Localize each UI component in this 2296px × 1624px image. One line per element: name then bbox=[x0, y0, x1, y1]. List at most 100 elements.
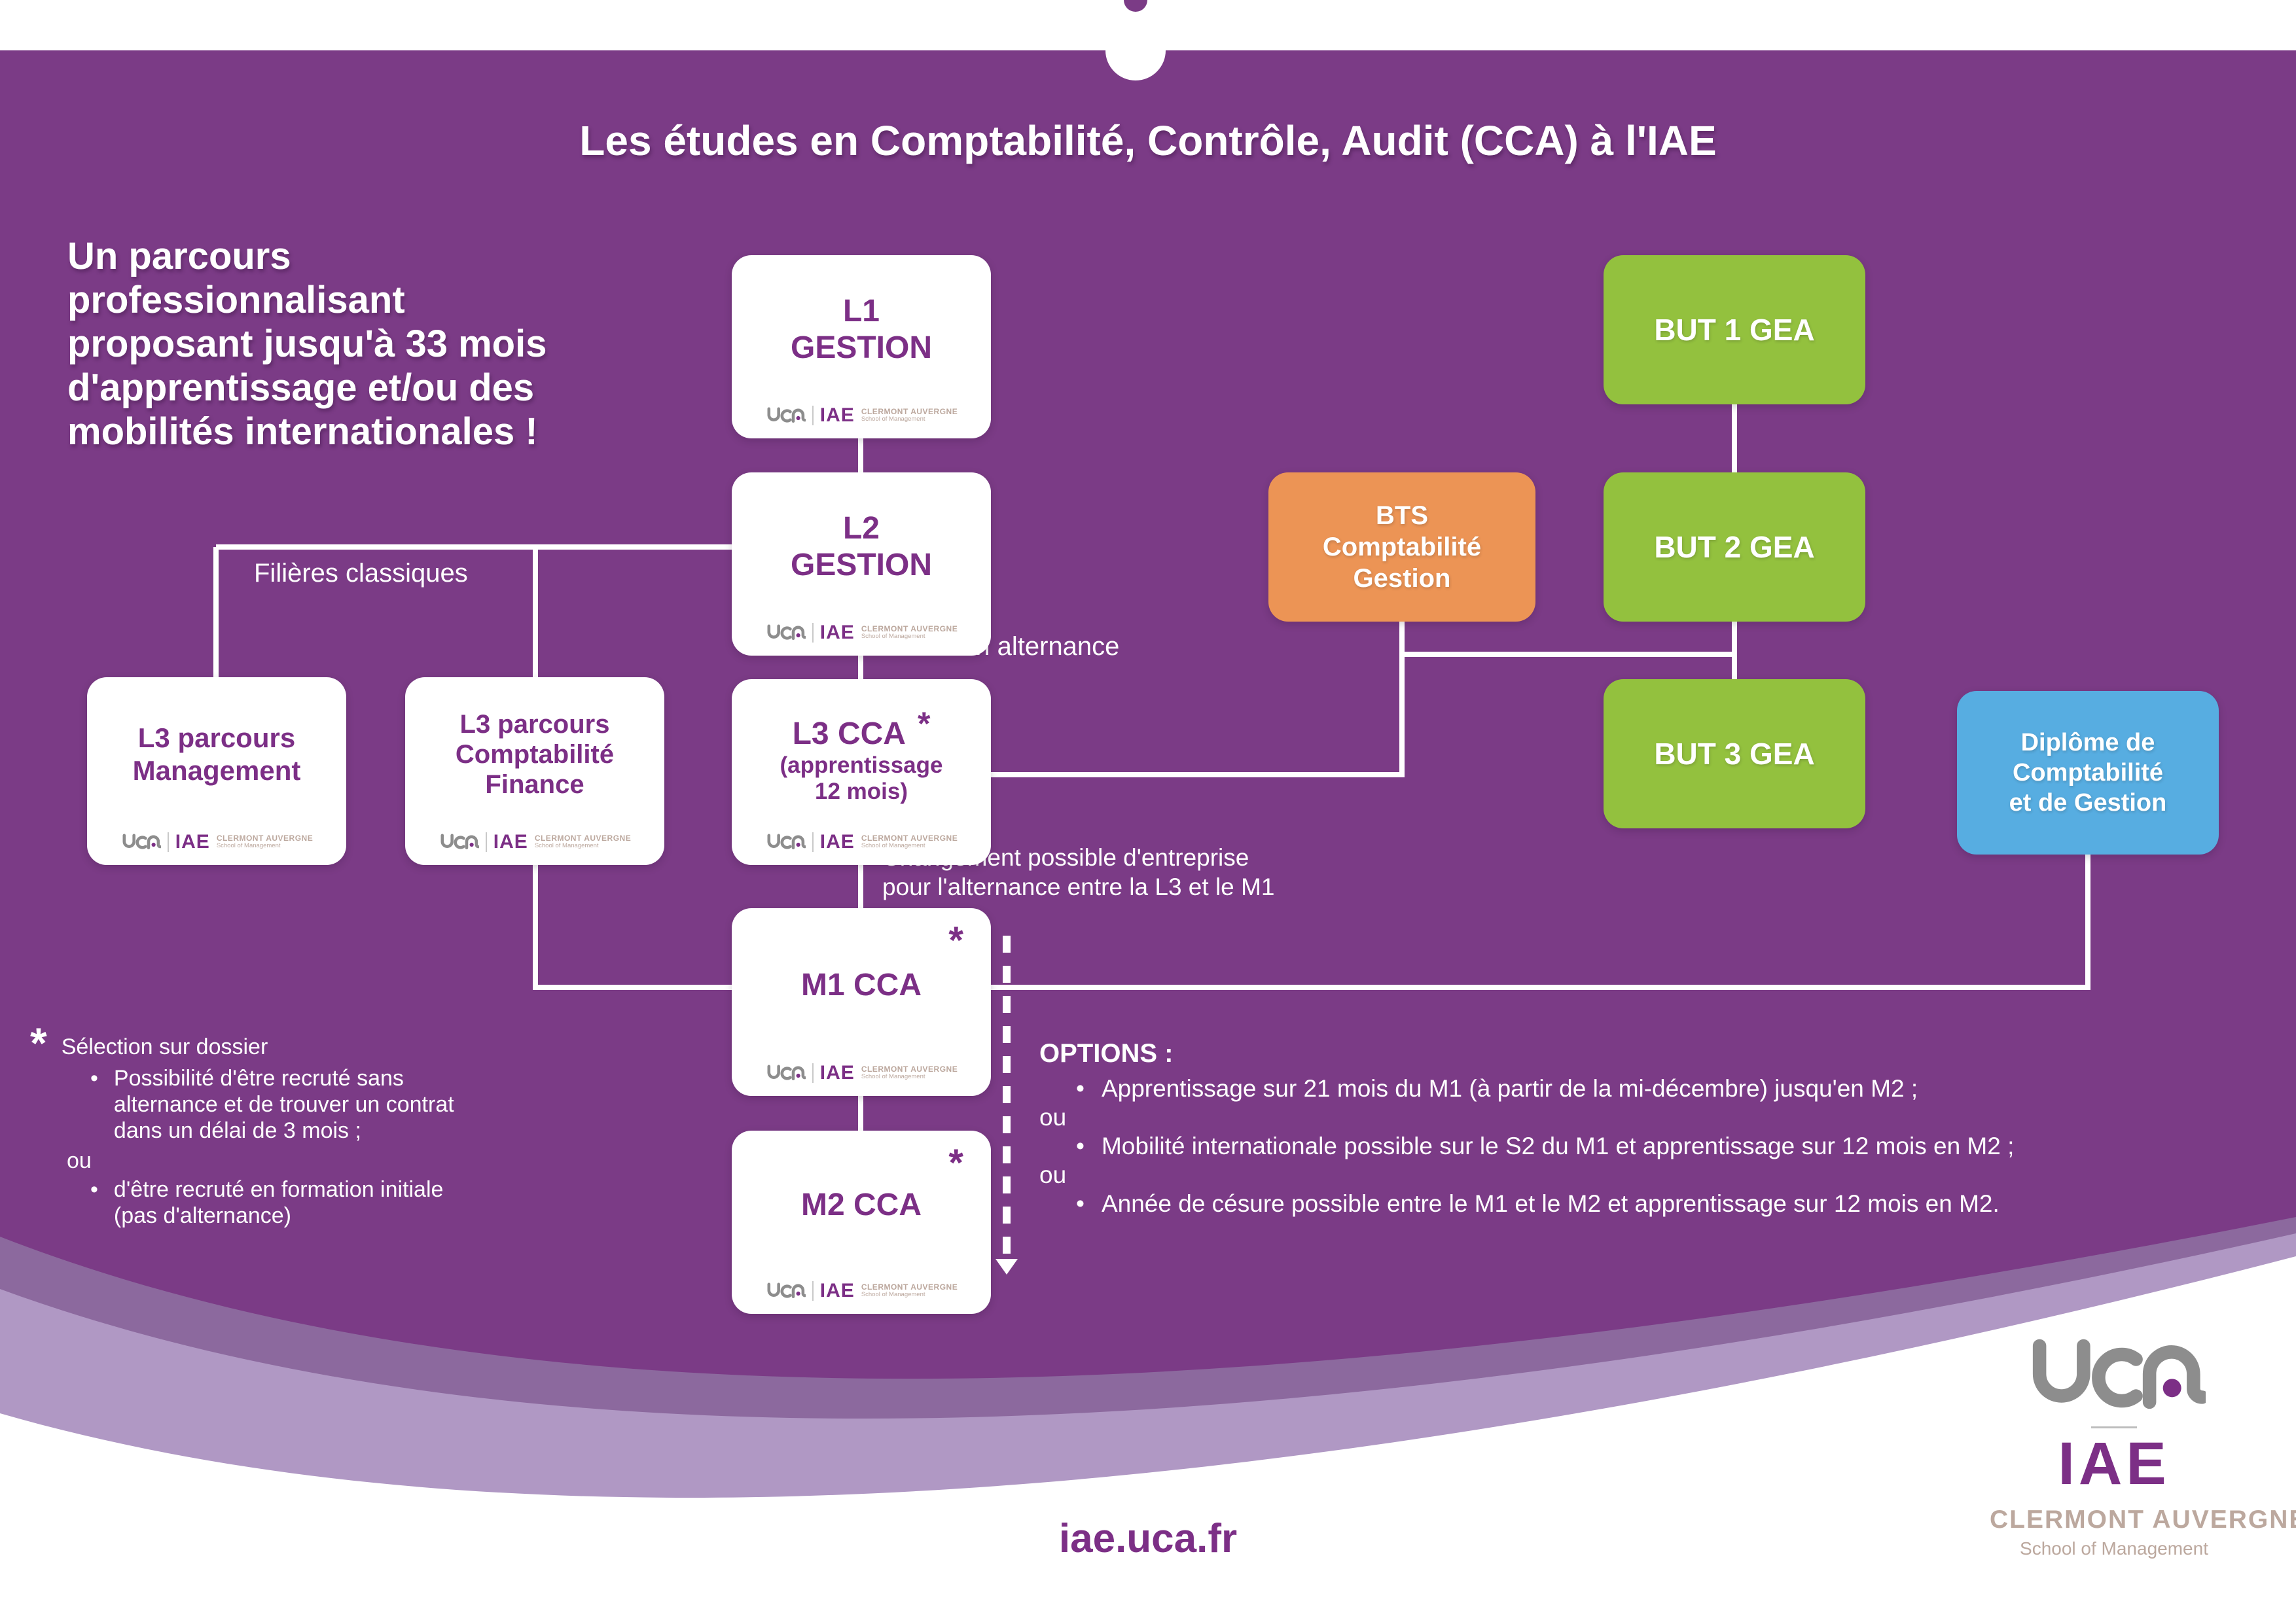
asterisk-icon: * bbox=[30, 1019, 47, 1067]
connector-classiques-horizontal bbox=[216, 544, 732, 550]
box-l3cf-line1: L3 parcours bbox=[459, 709, 610, 739]
logo-name-block: CLERMONT AUVERGNE School of Management bbox=[861, 834, 958, 849]
connector-dcg-down bbox=[2085, 855, 2090, 987]
top-white-band bbox=[0, 0, 2296, 50]
box-l2-gestion: L2 GESTION IAE CLERMONT AUVERGNE School … bbox=[732, 472, 991, 656]
uca-logo-icon bbox=[120, 833, 161, 852]
box-but1-label: BUT 1 GEA bbox=[1654, 313, 1815, 347]
logo-name-block: CLERMONT AUVERGNE School of Management bbox=[861, 625, 958, 640]
footnote-item-1: • Possibilité d'être recruté sans altern… bbox=[90, 1065, 619, 1144]
box-l2-line1: L2 bbox=[842, 511, 880, 546]
iae-logo-text: IAE bbox=[819, 404, 855, 426]
dashed-option-connector bbox=[1003, 936, 1011, 1260]
box-l3-parcours-management: L3 parcours Management IAE CLERMONT AUVE… bbox=[87, 677, 346, 865]
bullet-icon: • bbox=[1076, 1075, 1085, 1102]
box-l3mgmt-line2: Management bbox=[132, 754, 301, 786]
intro-line: d'apprentissage et/ou des bbox=[67, 366, 535, 409]
footnote-title: Sélection sur dossier bbox=[61, 1034, 268, 1059]
intro-line: proposant jusqu'à 33 mois bbox=[67, 323, 547, 365]
box-l3cf-line2: Comptabilité bbox=[455, 739, 615, 769]
uca-logo-icon bbox=[439, 833, 479, 852]
arrow-down-icon bbox=[996, 1259, 1018, 1275]
label-filieres-classiques: Filières classiques bbox=[254, 559, 468, 588]
connector-but2-but3 bbox=[1732, 622, 1737, 679]
box-l3mgmt-line1: L3 parcours bbox=[137, 722, 296, 753]
box-bts-comptabilite-gestion: BTS Comptabilité Gestion bbox=[1268, 472, 1535, 622]
footnote-item-1-line1: Possibilité d'être recruté sans bbox=[113, 1066, 404, 1091]
logo-divider bbox=[812, 832, 814, 852]
connector-l3cf-down bbox=[533, 831, 538, 987]
options-heading: OPTIONS : bbox=[1039, 1039, 1174, 1068]
uca-iae-mini-logo: IAE CLERMONT AUVERGNE School of Manageme… bbox=[732, 831, 991, 853]
box-but2-label: BUT 2 GEA bbox=[1654, 530, 1815, 564]
logo-divider bbox=[812, 1063, 814, 1083]
uca-logo-icon bbox=[765, 833, 806, 852]
box-l3cca-line3: 12 mois) bbox=[815, 779, 908, 804]
footnote-item-2-line2: (pas d'alternance) bbox=[113, 1203, 291, 1228]
bullet-icon: • bbox=[90, 1177, 98, 1202]
options-item-2: • Mobilité internationale possible sur l… bbox=[1076, 1132, 2060, 1161]
bullet-icon: • bbox=[90, 1066, 98, 1091]
iae-logo-text: IAE bbox=[819, 1062, 855, 1084]
logo-school-name: CLERMONT AUVERGNE bbox=[861, 407, 958, 416]
intro-text: Un parcours professionnalisant proposant… bbox=[67, 234, 547, 453]
logo-divider bbox=[812, 1281, 814, 1301]
uca-logo-icon bbox=[765, 1282, 806, 1301]
options-item-1-text: Apprentissage sur 21 mois du M1 (à parti… bbox=[1101, 1075, 1918, 1102]
box-but2-gea: BUT 2 GEA bbox=[1604, 472, 1865, 622]
box-but3-label: BUT 3 GEA bbox=[1654, 737, 1815, 771]
logo-name-block: CLERMONT AUVERGNE School of Management bbox=[861, 1065, 958, 1080]
logo-school-subtitle: School of Management bbox=[861, 415, 925, 423]
footnote-item-2-text: d'être recruté en formation initiale (pa… bbox=[114, 1176, 444, 1229]
footnote-item-2: • d'être recruté en formation initiale (… bbox=[90, 1176, 619, 1229]
box-bts-line2: Comptabilité bbox=[1322, 533, 1482, 561]
logo-divider bbox=[812, 623, 814, 643]
box-m1-label: M1 CCA bbox=[800, 967, 922, 1002]
box-l3cca-line1: L3 CCA * bbox=[793, 705, 931, 752]
logo-school-name: CLERMONT AUVERGNE bbox=[1990, 1506, 2296, 1534]
box-but1-gea: BUT 1 GEA bbox=[1604, 255, 1865, 404]
bullet-icon: • bbox=[1076, 1190, 1085, 1217]
box-bts-line3: Gestion bbox=[1353, 564, 1451, 593]
logo-school-subtitle: School of Management bbox=[861, 633, 925, 640]
box-l1-line1: L1 bbox=[842, 294, 880, 328]
iae-logo-text: IAE bbox=[175, 831, 210, 853]
uca-logo-icon bbox=[2022, 1335, 2206, 1421]
logo-divider bbox=[167, 832, 169, 852]
logo-school-subtitle: School of Management bbox=[861, 1073, 925, 1080]
uca-iae-mini-logo: IAE CLERMONT AUVERGNE School of Manageme… bbox=[87, 831, 346, 853]
options-separator: ou bbox=[1039, 1161, 1067, 1188]
logo-name-block: CLERMONT AUVERGNE School of Management bbox=[216, 834, 313, 849]
purple-background bbox=[0, 50, 2296, 1112]
bottom-wave-decoration bbox=[0, 1112, 2296, 1498]
options-item-3-text: Année de césure possible entre le M1 et … bbox=[1101, 1190, 2000, 1217]
options-item-2-text: Mobilité internationale possible sur le … bbox=[1101, 1133, 2015, 1159]
logo-school-subtitle: School of Management bbox=[2020, 1538, 2208, 1559]
intro-line: professionnalisant bbox=[67, 279, 405, 321]
connector-to-l3-management bbox=[213, 547, 219, 677]
box-m2-label: M2 CCA bbox=[800, 1188, 922, 1222]
connector-to-l3-compta-finance bbox=[533, 547, 538, 677]
logo-divider bbox=[812, 406, 814, 425]
uca-iae-logo-block: IAE CLERMONT AUVERGNE School of Manageme… bbox=[1990, 1335, 2296, 1559]
logo-name-block: CLERMONT AUVERGNE School of Management bbox=[861, 1283, 958, 1298]
footnote-separator: ou bbox=[67, 1148, 92, 1173]
connector-l3cca-right-horizontal bbox=[990, 772, 1405, 777]
footnote-block: * Sélection sur dossier • Possibilité d'… bbox=[30, 1019, 619, 1229]
connector-but1-but2 bbox=[1732, 404, 1737, 472]
uca-iae-mini-logo: IAE CLERMONT AUVERGNE School of Manageme… bbox=[732, 1280, 991, 1302]
footnote-item-1-line3: dans un délai de 3 mois ; bbox=[113, 1118, 361, 1143]
footnote-item-1-line2: alternance et de trouver un contrat bbox=[113, 1092, 454, 1117]
uca-iae-mini-logo: IAE CLERMONT AUVERGNE School of Manageme… bbox=[405, 831, 664, 853]
box-diplome-comptabilite-gestion: Diplôme de Comptabilité et de Gestion bbox=[1957, 691, 2219, 855]
box-l1-gestion: L1 GESTION IAE CLERMONT AUVERGNE School … bbox=[732, 255, 991, 438]
footnote-heading: * Sélection sur dossier bbox=[30, 1019, 619, 1067]
connector-m1-m2 bbox=[858, 1062, 863, 1131]
connector-m1-right-horizontal bbox=[990, 985, 2090, 990]
box-l3cf-line3: Finance bbox=[485, 769, 584, 799]
box-bts-line1: BTS bbox=[1376, 501, 1428, 530]
footnote-item-2-line1: d'être recruté en formation initiale bbox=[113, 1177, 444, 1202]
logo-school-subtitle: School of Management bbox=[216, 842, 281, 849]
label-changement-line2: pour l'alternance entre la L3 et le M1 bbox=[882, 874, 1275, 900]
